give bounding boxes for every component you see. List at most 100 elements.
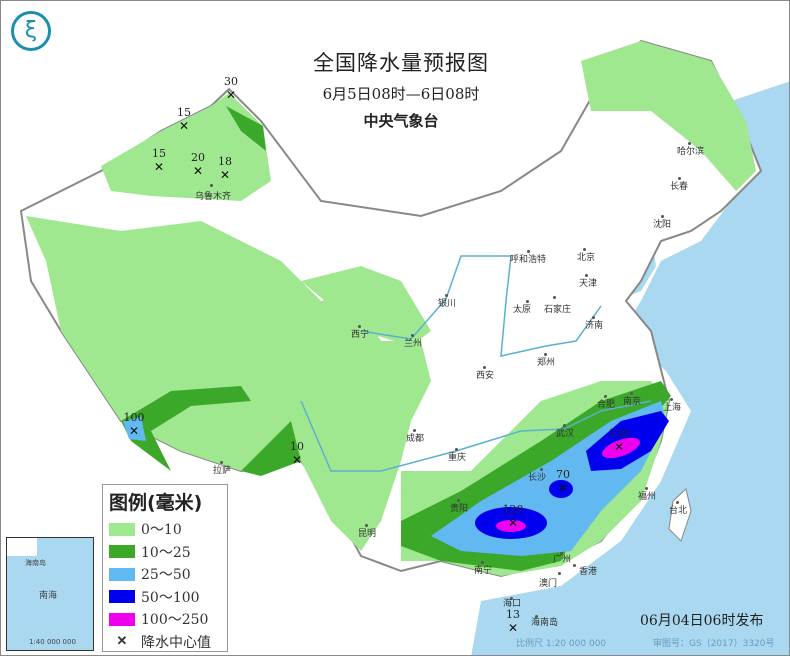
city-dot [411, 334, 414, 337]
rain-center-value: 70 [556, 468, 570, 481]
city-dot [592, 316, 595, 319]
city-dot [661, 215, 664, 218]
rain-0-10-northwest [101, 93, 271, 201]
map-header: 全国降水量预报图 6月5日08时—6日08时 中央气象台 [271, 47, 531, 131]
city-dot [678, 177, 681, 180]
city-dot [558, 572, 561, 575]
legend-label: 降水中心值 [141, 634, 211, 651]
x-mark-icon: ✕ [116, 634, 128, 650]
city-dot [220, 461, 223, 464]
yangtze-river [300, 400, 652, 472]
x-mark-icon: ✕ [178, 119, 190, 133]
legend-swatch [109, 567, 135, 581]
city-dot [573, 564, 576, 567]
yellow-river [360, 255, 602, 357]
city-label: 武汉 [556, 429, 575, 439]
rain-center-value: 120 [502, 503, 524, 516]
city-label: 郑州 [537, 358, 556, 368]
city-dot [358, 325, 361, 328]
x-mark-icon: ✕ [291, 453, 303, 467]
city-label: 济南 [585, 321, 604, 331]
rain-center-value: 30 [224, 75, 238, 88]
city-label: 太原 [513, 305, 532, 315]
rain-0-10-north-central [301, 266, 431, 346]
city-label: 南京 [623, 397, 642, 407]
city-label: 南宁 [474, 566, 493, 576]
x-mark-icon: ✕ [613, 440, 625, 454]
city-dot [540, 468, 543, 471]
city-dot [645, 487, 648, 490]
legend-item-center: ✕ 降水中心值 [109, 631, 221, 654]
rain-center-value: 18 [218, 155, 232, 168]
city-label: 上海 [663, 403, 682, 413]
city-dot [526, 300, 529, 303]
city-label: 澳门 [539, 579, 558, 589]
legend-item: 25～50 [109, 563, 221, 586]
x-mark-icon: ✕ [128, 424, 140, 438]
legend-title: 图例(毫米) [109, 492, 203, 514]
city-label: 西宁 [351, 330, 370, 340]
city-label: 成都 [406, 434, 425, 444]
city-dot [563, 424, 566, 427]
forecast-period: 6月5日08时—6日08时 [322, 85, 480, 103]
city-label: 广州 [553, 555, 572, 565]
city-label: 拉萨 [213, 466, 232, 476]
rain-100-250-guangxi [496, 520, 526, 532]
inset-island-label: 海南岛 [25, 559, 46, 567]
city-dot [553, 296, 556, 299]
city-label: 长沙 [528, 473, 547, 483]
city-dot [560, 552, 563, 555]
city-dot [688, 142, 691, 145]
city-dot [585, 274, 588, 277]
city-dot [483, 366, 486, 369]
city-dot [527, 250, 530, 253]
x-mark-icon: ✕ [507, 516, 519, 530]
city-dot [365, 524, 368, 527]
legend-swatch [109, 522, 135, 536]
city-dot [210, 184, 213, 187]
scale-text: 比例尺 1:20 000 000 [516, 639, 607, 649]
rain-center-value: 15 [152, 147, 166, 160]
city-label: 合肥 [597, 400, 616, 410]
city-label: 台北 [669, 506, 688, 516]
city-label: 海南岛 [531, 618, 559, 628]
rain-center-value: 10 [290, 440, 304, 453]
rain-100-250-zhejiang [602, 437, 640, 459]
city-dot [481, 561, 484, 564]
map-title: 全国降水量预报图 [313, 51, 489, 75]
approval-number: 审图号：GS（2017）3320号 [653, 639, 775, 649]
city-label: 兰州 [404, 339, 423, 349]
x-mark-icon: ✕ [225, 88, 237, 102]
legend-swatch [109, 612, 135, 626]
city-label: 北京 [577, 253, 596, 263]
legend-label: 50～100 [141, 589, 200, 606]
city-label: 重庆 [448, 453, 467, 463]
city-label: 海口 [503, 599, 522, 609]
city-dot [604, 395, 607, 398]
city-dot [455, 448, 458, 451]
legend-label: 25～50 [141, 567, 191, 584]
city-dot [583, 248, 586, 251]
legend-item: 10～25 [109, 541, 221, 564]
city-dot [457, 499, 460, 502]
legend-swatch [109, 590, 135, 604]
city-dot [510, 597, 513, 600]
city-dot [445, 294, 448, 297]
legend-item: 100～250 [109, 608, 221, 631]
rain-0-10-northeast [581, 41, 756, 191]
city-label: 天津 [579, 279, 598, 289]
city-label: 长春 [670, 182, 689, 192]
city-label: 香港 [579, 567, 598, 577]
issue-time: 06月04日06时发布 [640, 613, 764, 629]
south-china-sea-inset: 海南岛 南海 1:40 000 000 [6, 537, 94, 651]
x-mark-icon: ✕ [557, 481, 569, 495]
inset-land [7, 538, 37, 556]
legend-item: 0～10 [109, 518, 221, 541]
legend: 图例(毫米) 0～10 10～25 25～50 50～100 100～250 ✕ 降水中… [102, 484, 228, 652]
rain-center-value: 13 [506, 608, 520, 621]
city-label: 银川 [438, 299, 457, 309]
rain-center-value: 15 [177, 106, 191, 119]
legend-item: 50～100 [109, 586, 221, 609]
